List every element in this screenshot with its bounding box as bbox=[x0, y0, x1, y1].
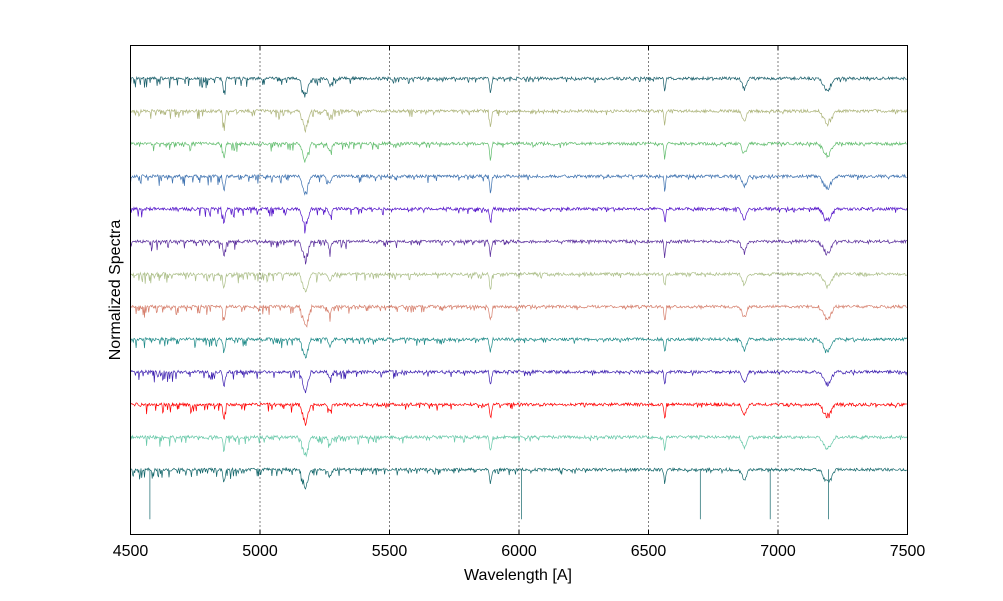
spectrum-4-line bbox=[130, 173, 907, 196]
spectrum-8-line bbox=[130, 303, 908, 328]
x-axis-label: Wavelength [A] bbox=[464, 567, 572, 584]
spectrum-9-line bbox=[130, 336, 908, 359]
spectrum-7-line bbox=[130, 271, 908, 293]
spectrum-5-line bbox=[130, 206, 908, 234]
x-gridlines bbox=[259, 45, 779, 535]
x-ticks: 4500 5000 5500 6000 6500 7000 7500 bbox=[113, 45, 926, 560]
spectrum-2-line bbox=[130, 108, 908, 134]
spectrum-13-line bbox=[130, 466, 907, 520]
x-tick-label-6500: 6500 bbox=[631, 543, 667, 560]
x-tick-label-7500: 7500 bbox=[890, 543, 926, 560]
x-tick-label-5000: 5000 bbox=[242, 543, 278, 560]
spectra-series bbox=[130, 75, 908, 520]
x-tick-label-7000: 7000 bbox=[760, 543, 796, 560]
spectrum-10-line bbox=[130, 369, 908, 394]
y-axis-label: Normalized Spectra bbox=[107, 220, 124, 361]
spectrum-3-line bbox=[130, 140, 907, 163]
spectrum-6-line bbox=[130, 238, 908, 265]
x-tick-label-4500: 4500 bbox=[113, 543, 149, 560]
spectrum-11-line bbox=[130, 401, 907, 426]
spectrum-1-line bbox=[130, 75, 908, 98]
x-tick-label-5500: 5500 bbox=[372, 543, 408, 560]
spectrum-12-line bbox=[130, 434, 908, 458]
x-tick-label-6000: 6000 bbox=[501, 543, 537, 560]
